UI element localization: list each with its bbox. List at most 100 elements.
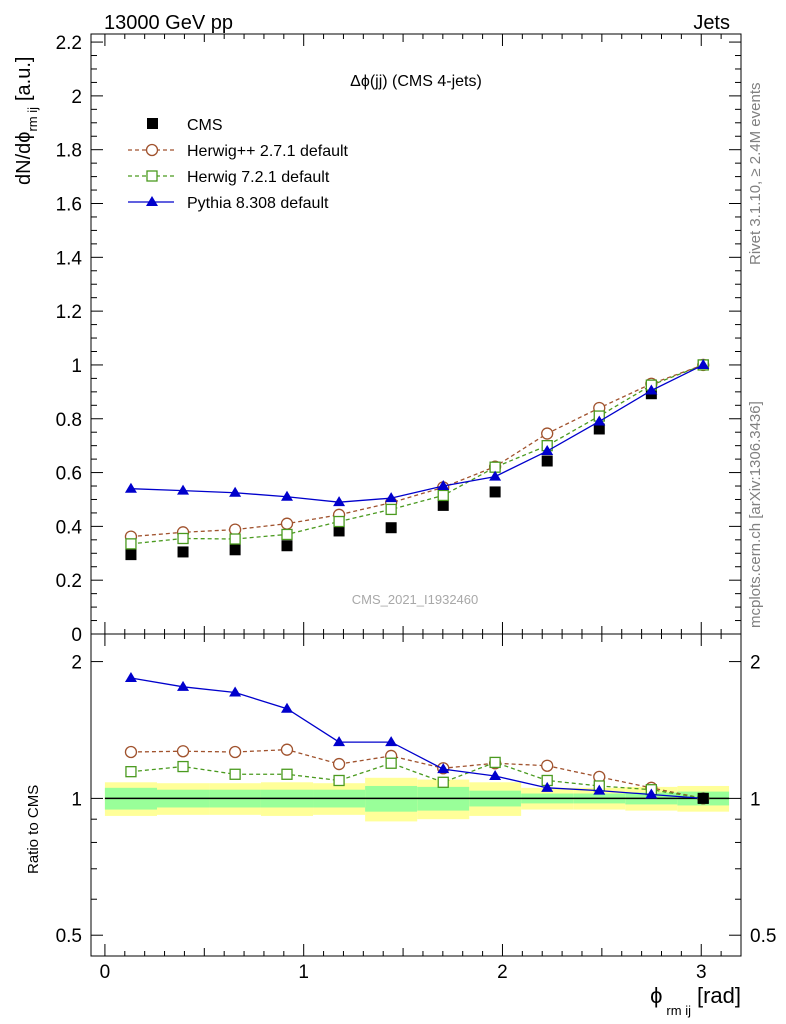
x-axis-title-sub: rm ij bbox=[666, 1003, 691, 1018]
y-axis-title-sub: rm ij bbox=[25, 107, 40, 132]
rivet-version-label: Rivet 3.1.10, ≥ 2.4M events bbox=[747, 83, 764, 266]
data-point-pythia-8-308-default bbox=[593, 415, 606, 426]
ratio-point-herwig-7-2-1-default bbox=[125, 766, 137, 778]
legend-entry-herwigpp: Herwig++ 2.7.1 default bbox=[128, 143, 349, 160]
mcplots-label: mcplots.cern.ch [arXiv:1306.3436] bbox=[747, 401, 764, 628]
ratio-point-pythia-8-308-default bbox=[645, 788, 658, 799]
data-point-pythia-8-308-default bbox=[280, 490, 293, 501]
x-axis-title-unit: [rad] bbox=[697, 983, 741, 1008]
data-point-pythia-8-308-default bbox=[437, 480, 450, 491]
legend: CMS Herwig++ 2.7.1 default Herwig 7.2.1 … bbox=[128, 117, 349, 212]
ratio-line-herwig-7-2-1-default bbox=[130, 761, 704, 800]
data-point-cms bbox=[489, 486, 501, 498]
y-tick-label: 2.2 bbox=[56, 33, 82, 54]
series-line-herwig-2-7-1-default bbox=[130, 364, 704, 538]
ratio-y-tick-label-right: 1 bbox=[750, 789, 761, 810]
data-point-herwig-7-2-1-default bbox=[281, 528, 293, 541]
x-tick-label: 3 bbox=[696, 962, 707, 983]
ratio-line-herwig-2-7-1-default bbox=[130, 749, 704, 800]
data-point-cms bbox=[437, 499, 449, 511]
data-point-herwig-2-7-1-default bbox=[280, 517, 294, 530]
legend-label-pythia: Pythia 8.308 default bbox=[187, 195, 329, 212]
data-point-herwig-2-7-1-default bbox=[541, 427, 554, 440]
data-point-pythia-8-308-default bbox=[177, 484, 190, 495]
ratio-point-pythia-8-308-default bbox=[333, 736, 346, 747]
data-point-cms bbox=[125, 549, 137, 561]
y-axis-title-main: dN/dϕ bbox=[13, 132, 35, 185]
y-tick-label: 1.2 bbox=[56, 302, 82, 323]
legend-entry-cms: CMS bbox=[147, 117, 223, 134]
data-point-cms bbox=[229, 544, 241, 556]
legend-marker-herwig7 bbox=[146, 170, 158, 182]
y-tick-label: 0.2 bbox=[56, 571, 82, 592]
data-point-cms bbox=[281, 540, 293, 552]
legend-label-cms: CMS bbox=[187, 117, 223, 134]
data-point-herwig-7-2-1-default bbox=[385, 503, 397, 516]
ratio-point-herwig-7-2-1-default bbox=[177, 760, 189, 773]
ratio-point-herwig-2-7-1-default bbox=[280, 743, 294, 756]
ratio-point-herwig-2-7-1-default bbox=[124, 745, 138, 759]
ratio-y-axis-title: Ratio to CMS bbox=[25, 785, 42, 874]
series-line-herwig-7-2-1-default bbox=[130, 364, 704, 545]
x-tick-label: 1 bbox=[298, 962, 309, 983]
y-tick-label: 1.4 bbox=[56, 248, 83, 269]
ratio-line-pythia-8-308-default bbox=[130, 677, 704, 800]
legend-entry-herwig7: Herwig 7.2.1 default bbox=[128, 169, 330, 186]
data-point-pythia-8-308-default bbox=[333, 496, 346, 507]
ratio-y-tick-label: 1 bbox=[71, 789, 82, 810]
ratio-point-pythia-8-308-default bbox=[385, 736, 398, 747]
data-point-herwig-7-2-1-default bbox=[177, 532, 189, 545]
data-point-cms bbox=[177, 546, 189, 558]
legend-label-herwigpp: Herwig++ 2.7.1 default bbox=[187, 143, 349, 160]
data-point-pythia-8-308-default bbox=[541, 445, 554, 456]
analysis-watermark: CMS_2021_I1932460 bbox=[352, 592, 479, 607]
chart-title: Δϕ(jj) (CMS 4-jets) bbox=[350, 73, 482, 90]
header-energy-label: 13000 GeV pp bbox=[104, 12, 233, 34]
data-point-herwig-7-2-1-default bbox=[125, 538, 137, 550]
data-point-pythia-8-308-default bbox=[229, 486, 242, 497]
ratio-point-pythia-8-308-default bbox=[229, 686, 242, 697]
legend-entry-pythia: Pythia 8.308 default bbox=[128, 195, 329, 212]
ratio-point-herwig-7-2-1-default bbox=[333, 774, 345, 787]
legend-label-herwig7: Herwig 7.2.1 default bbox=[187, 169, 330, 186]
x-axis-title: ϕ rm ij [rad] bbox=[650, 983, 741, 1018]
ratio-point-pythia-8-308-default bbox=[437, 763, 450, 774]
ratio-point-herwig-2-7-1-default bbox=[332, 757, 346, 771]
y-tick-label: 1.8 bbox=[56, 141, 82, 162]
legend-marker-pythia bbox=[146, 196, 158, 206]
data-point-cms bbox=[593, 423, 605, 435]
legend-marker-cms bbox=[147, 118, 158, 129]
data-point-herwig-7-2-1-default bbox=[229, 533, 241, 545]
legend-marker-herwigpp bbox=[145, 143, 159, 157]
ratio-point-pythia-8-308-default bbox=[177, 680, 190, 691]
data-point-cms bbox=[385, 522, 397, 534]
data-point-pythia-8-308-default bbox=[385, 492, 398, 503]
ratio-point-herwig-2-7-1-default bbox=[228, 745, 242, 759]
ratio-point-pythia-8-308-default bbox=[593, 784, 606, 795]
y-tick-label: 1 bbox=[71, 356, 82, 377]
data-point-pythia-8-308-default bbox=[124, 482, 137, 493]
series-line-pythia-8-308-default bbox=[130, 364, 704, 503]
y-tick-label: 0.4 bbox=[56, 517, 83, 538]
header-jets-label: Jets bbox=[693, 12, 730, 34]
ratio-point-herwig-7-2-1-default bbox=[385, 757, 397, 769]
ratio-y-tick-label: 0.5 bbox=[56, 926, 82, 947]
data-point-cms bbox=[541, 455, 553, 467]
ratio-point-herwig-2-7-1-default bbox=[176, 745, 190, 758]
ratio-point-herwig-7-2-1-default bbox=[281, 768, 293, 780]
data-point-cms bbox=[333, 525, 345, 537]
y-axis-title: dN/dϕrm ij [a.u.] bbox=[13, 57, 40, 185]
ratio-point-pythia-8-308-default bbox=[541, 781, 554, 792]
y-axis-title-unit: [a.u.] bbox=[13, 57, 35, 101]
ratio-point-cms bbox=[697, 792, 709, 804]
ratio-y-tick-label: 2 bbox=[71, 653, 82, 674]
ratio-y-tick-label-right: 2 bbox=[750, 653, 761, 674]
ratio-point-herwig-7-2-1-default bbox=[229, 768, 241, 780]
ratio-y-tick-label-right: 0.5 bbox=[750, 926, 776, 947]
data-point-pythia-8-308-default bbox=[645, 384, 658, 395]
ratio-point-pythia-8-308-default bbox=[280, 702, 293, 713]
svg-text:dN/dϕrm ij[a.u.]: dN/dϕrm ij [a.u.] bbox=[13, 57, 40, 185]
y-tick-label: 0 bbox=[71, 625, 82, 646]
y-tick-label: 0.8 bbox=[56, 410, 82, 431]
